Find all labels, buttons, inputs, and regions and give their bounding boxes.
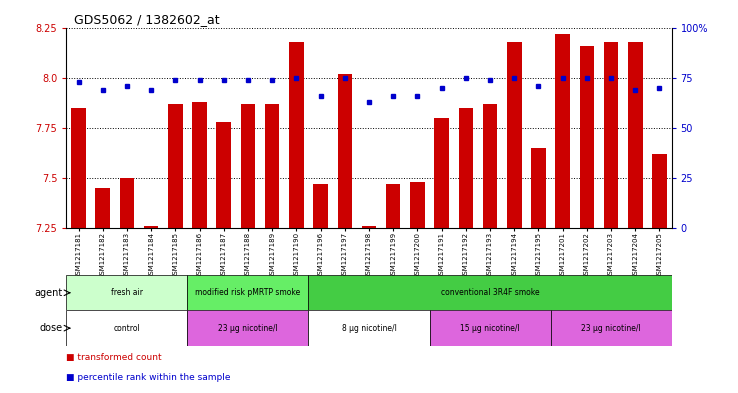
Text: ■ transformed count: ■ transformed count bbox=[66, 353, 162, 362]
Bar bbox=[187, 310, 308, 346]
Bar bbox=[652, 154, 666, 228]
Bar bbox=[483, 104, 497, 228]
Text: dose: dose bbox=[40, 323, 63, 333]
Bar bbox=[435, 118, 449, 228]
Bar bbox=[337, 73, 352, 228]
Text: modified risk pMRTP smoke: modified risk pMRTP smoke bbox=[196, 288, 300, 297]
Bar bbox=[628, 42, 643, 228]
Text: 23 µg nicotine/l: 23 µg nicotine/l bbox=[582, 324, 641, 332]
Bar bbox=[430, 310, 551, 346]
Bar bbox=[386, 184, 401, 228]
Bar bbox=[410, 182, 424, 228]
Bar bbox=[144, 226, 159, 228]
Text: 23 µg nicotine/l: 23 µg nicotine/l bbox=[218, 324, 277, 332]
Text: ■ percentile rank within the sample: ■ percentile rank within the sample bbox=[66, 373, 231, 382]
Bar bbox=[193, 102, 207, 228]
Bar bbox=[66, 275, 187, 310]
Bar bbox=[308, 310, 430, 346]
Bar bbox=[168, 104, 182, 228]
Bar bbox=[95, 188, 110, 228]
Bar bbox=[531, 148, 545, 228]
Text: 15 µg nicotine/l: 15 µg nicotine/l bbox=[461, 324, 520, 332]
Bar bbox=[187, 275, 308, 310]
Bar bbox=[66, 310, 187, 346]
Bar bbox=[458, 108, 473, 228]
Text: GDS5062 / 1382602_at: GDS5062 / 1382602_at bbox=[74, 13, 219, 26]
Text: control: control bbox=[114, 324, 140, 332]
Text: fresh air: fresh air bbox=[111, 288, 143, 297]
Bar bbox=[604, 42, 618, 228]
Bar bbox=[120, 178, 134, 228]
Bar bbox=[556, 33, 570, 228]
Bar bbox=[216, 122, 231, 228]
Bar bbox=[362, 226, 376, 228]
Bar bbox=[289, 42, 303, 228]
Bar bbox=[265, 104, 280, 228]
Text: conventional 3R4F smoke: conventional 3R4F smoke bbox=[441, 288, 539, 297]
Bar bbox=[314, 184, 328, 228]
Bar bbox=[551, 310, 672, 346]
Text: agent: agent bbox=[35, 288, 63, 298]
Text: 8 µg nicotine/l: 8 µg nicotine/l bbox=[342, 324, 396, 332]
Bar bbox=[241, 104, 255, 228]
Bar bbox=[579, 46, 594, 228]
Bar bbox=[308, 275, 672, 310]
Bar bbox=[507, 42, 522, 228]
Bar bbox=[72, 108, 86, 228]
